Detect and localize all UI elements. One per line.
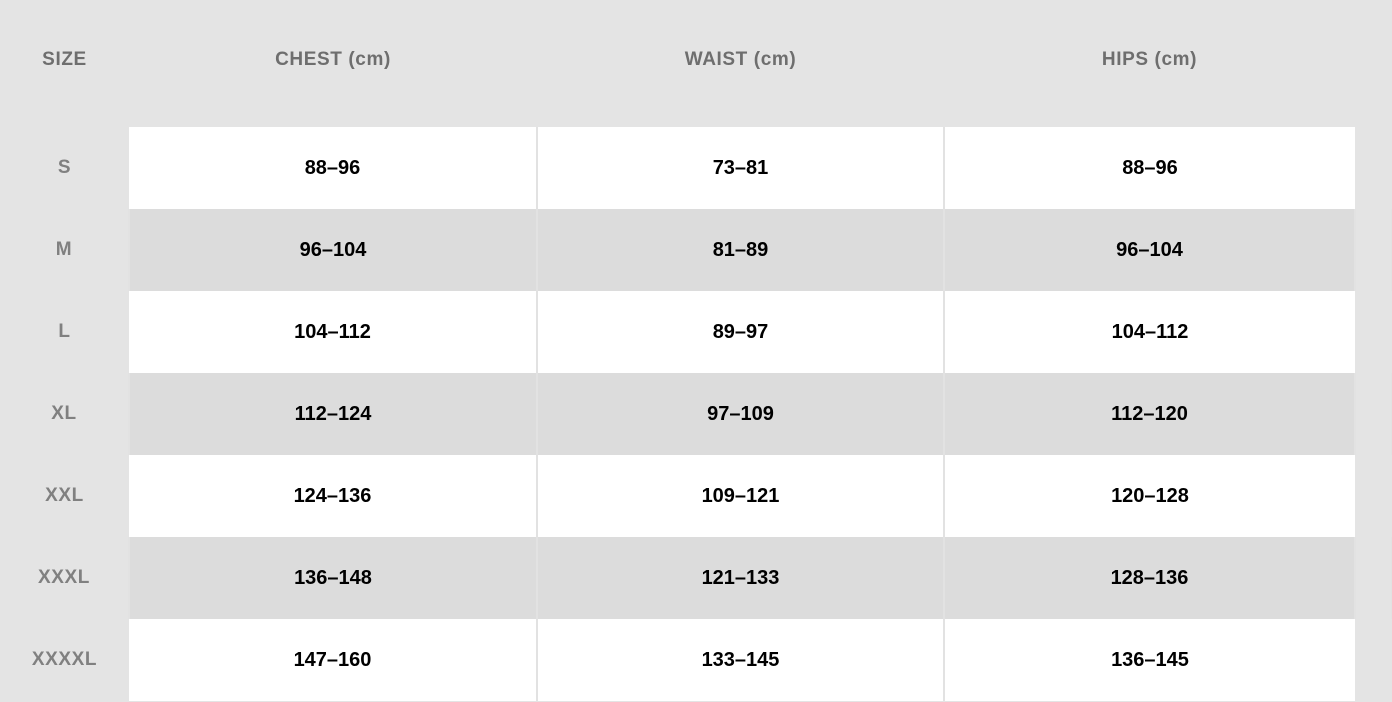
cell-waist: 121–133 [537, 537, 945, 619]
cell-chest: 104–112 [129, 291, 538, 373]
cell-waist: 133–145 [537, 619, 945, 701]
column-header-hips: HIPS (cm) [944, 0, 1355, 127]
table-row: XL 112–124 97–109 112–120 [0, 373, 1392, 455]
table-row: S 88–96 73–81 88–96 [0, 127, 1392, 209]
column-header-chest: CHEST (cm) [129, 0, 537, 127]
cell-chest: 136–148 [129, 537, 538, 619]
row-spacer [1355, 619, 1392, 701]
table-body: S 88–96 73–81 88–96 M 96–104 81–89 96–104 L 104–1… [0, 127, 1392, 701]
cell-chest: 96–104 [129, 209, 538, 291]
row-spacer [1355, 373, 1392, 455]
cell-waist: 81–89 [537, 209, 945, 291]
row-spacer [1355, 127, 1392, 209]
column-header-waist-label: WAIST (cm) [684, 49, 797, 70]
row-spacer [1355, 291, 1392, 373]
row-size-label: S [0, 127, 129, 209]
column-header-size-label: SIZE [42, 49, 87, 70]
cell-waist: 109–121 [537, 455, 945, 537]
column-header-size: SIZE [0, 0, 129, 127]
cell-chest: 147–160 [129, 619, 538, 701]
row-spacer [1355, 209, 1392, 291]
row-size-label: XXXL [0, 537, 130, 619]
column-header-waist: WAIST (cm) [537, 0, 944, 127]
header-row: SIZE CHEST (cm) WAIST (cm) HIPS (cm) [0, 0, 1392, 127]
table-row: M 96–104 81–89 96–104 [0, 209, 1392, 291]
table-row: XXXXL 147–160 133–145 136–145 [0, 619, 1392, 701]
column-header-chest-label: CHEST (cm) [275, 49, 391, 70]
cell-hips: 96–104 [944, 209, 1356, 291]
cell-hips: 104–112 [944, 291, 1355, 373]
row-size-label: XXL [0, 455, 129, 537]
column-header-hips-label: HIPS (cm) [1101, 49, 1198, 70]
cell-waist: 97–109 [537, 373, 945, 455]
cell-hips: 88–96 [944, 127, 1355, 209]
cell-hips: 112–120 [944, 373, 1356, 455]
row-spacer [1355, 455, 1392, 537]
table-header: SIZE CHEST (cm) WAIST (cm) HIPS (cm) [0, 0, 1392, 127]
cell-hips: 136–145 [944, 619, 1355, 701]
cell-chest: 124–136 [129, 455, 538, 537]
cell-chest: 88–96 [129, 127, 538, 209]
table-row: L 104–112 89–97 104–112 [0, 291, 1392, 373]
cell-hips: 128–136 [944, 537, 1356, 619]
row-size-label: XL [0, 373, 130, 455]
row-size-label: M [0, 209, 130, 291]
header-spacer [1355, 0, 1392, 127]
row-size-label: L [0, 291, 129, 373]
cell-hips: 120–128 [944, 455, 1355, 537]
cell-chest: 112–124 [129, 373, 538, 455]
table-row: XXXL 136–148 121–133 128–136 [0, 537, 1392, 619]
cell-waist: 89–97 [537, 291, 945, 373]
row-size-label: XXXXL [0, 619, 129, 701]
table-row: XXL 124–136 109–121 120–128 [0, 455, 1392, 537]
row-spacer [1355, 537, 1392, 619]
cell-waist: 73–81 [537, 127, 945, 209]
